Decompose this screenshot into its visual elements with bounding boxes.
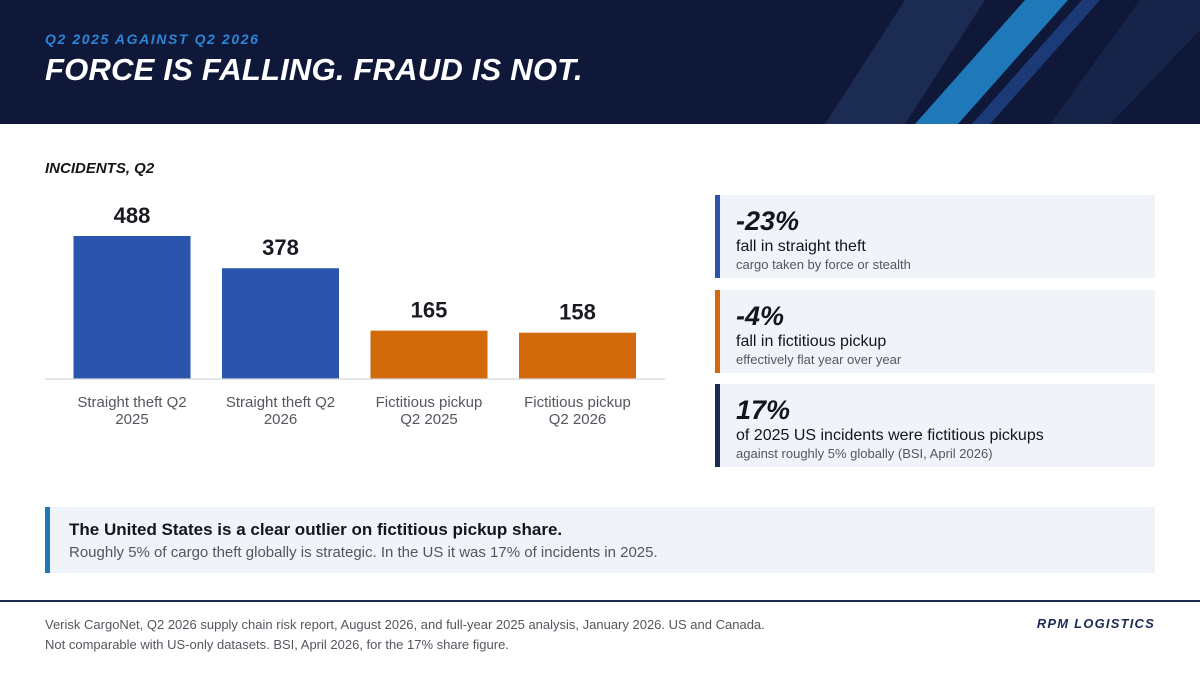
stat-value: -23% <box>736 206 800 236</box>
stat-label: of 2025 US incidents were fictitious pic… <box>736 427 1044 444</box>
callout-body: Roughly 5% of cargo theft globally is st… <box>69 544 658 561</box>
stat-accent-bar <box>715 290 720 373</box>
category-label: Straight theft Q2 2025 <box>77 394 186 428</box>
bar-chart-svg: 488 Straight theft Q2 2025 378 Straight thef… <box>45 203 665 428</box>
brand-logo-text: RPM LOGISTICS <box>1036 616 1155 631</box>
category-label: Fictitious pickup Q2 2025 <box>376 394 483 428</box>
decorative-stripes <box>825 0 1200 124</box>
header-kicker: Q2 2025 AGAINST Q2 2026 <box>45 31 260 47</box>
bar-chart: 488 Straight theft Q2 2025 378 Straight thef… <box>45 190 665 450</box>
stat-value: -4% <box>736 301 785 331</box>
callout-title: The United States is a clear outlier on … <box>69 520 563 539</box>
stat-card-straight-theft: -23% fall in straight theft cargo taken … <box>715 195 1155 278</box>
stat-accent-bar <box>715 195 720 278</box>
stat-label: fall in straight theft <box>736 238 866 255</box>
callout-box: The United States is a clear outlier on … <box>45 507 1155 573</box>
header-banner: Q2 2025 AGAINST Q2 2026 FORCE IS FALLING… <box>0 0 1200 124</box>
stat-card-us-share: 17% of 2025 US incidents were fictitious… <box>715 384 1155 467</box>
bar-value-label: 378 <box>262 235 299 260</box>
stat-label: fall in fictitious pickup <box>736 333 887 350</box>
bar-value-label: 158 <box>559 300 596 325</box>
stat-sub: against roughly 5% globally (BSI, April … <box>736 446 993 461</box>
bar-value-label: 165 <box>411 298 448 323</box>
callout-accent-bar <box>45 507 50 573</box>
category-label: Straight theft Q2 2026 <box>226 394 335 428</box>
page-title: FORCE IS FALLING. FRAUD IS NOT. <box>45 52 583 87</box>
bar-1 <box>73 236 191 379</box>
bar-3 <box>370 330 488 379</box>
source-note: Verisk CargoNet, Q2 2026 supply chain ri… <box>45 617 765 652</box>
stat-sub: cargo taken by force or stealth <box>736 257 911 272</box>
stat-card-fictitious-pickup: -4% fall in fictitious pickup effectivel… <box>715 290 1155 373</box>
bar-value-label: 488 <box>114 203 151 228</box>
stat-sub: effectively flat year over year <box>736 352 902 367</box>
footer-divider <box>0 600 1200 602</box>
bar-2 <box>222 268 339 379</box>
stat-accent-bar <box>715 384 720 467</box>
chart-title: INCIDENTS, Q2 <box>45 160 155 177</box>
bar-4 <box>519 332 636 379</box>
stat-value: 17% <box>736 395 791 425</box>
category-label: Fictitious pickup Q2 2026 <box>524 394 631 428</box>
